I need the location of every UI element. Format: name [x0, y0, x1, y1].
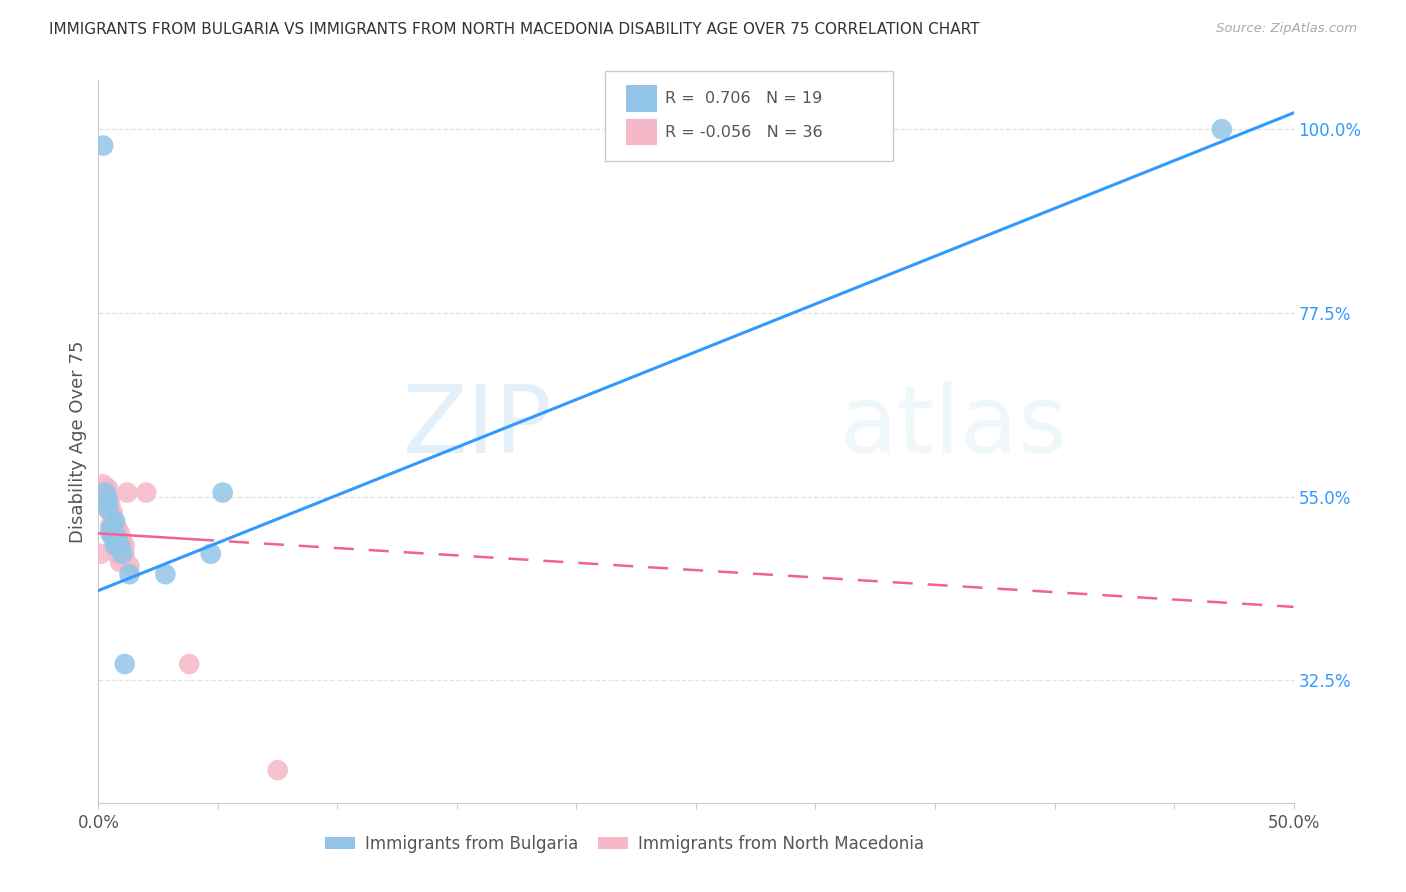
Text: ZIP: ZIP [404, 381, 553, 473]
Point [108, 555, 131, 569]
Point [267, 763, 290, 777]
Point [98, 498, 122, 512]
Point [111, 539, 134, 553]
Point [118, 559, 141, 574]
Point [101, 506, 124, 520]
Point [107, 531, 129, 545]
Point [97, 502, 120, 516]
Point [179, 657, 201, 671]
Point [97, 482, 120, 496]
Point [200, 547, 222, 561]
Point [111, 547, 134, 561]
Point [98, 522, 122, 536]
Point [94, 485, 117, 500]
Point [114, 539, 136, 553]
Point [91, 477, 114, 491]
Y-axis label: Disability Age Over 75: Disability Age Over 75 [69, 340, 87, 543]
Text: IMMIGRANTS FROM BULGARIA VS IMMIGRANTS FROM NORTH MACEDONIA DISABILITY AGE OVER : IMMIGRANTS FROM BULGARIA VS IMMIGRANTS F… [49, 22, 980, 37]
Point [155, 567, 177, 582]
Point [104, 522, 127, 536]
Point [97, 502, 120, 516]
Text: R = -0.056   N = 36: R = -0.056 N = 36 [665, 125, 823, 139]
Point [108, 526, 131, 541]
Text: Source: ZipAtlas.com: Source: ZipAtlas.com [1216, 22, 1357, 36]
Point [101, 518, 124, 533]
Point [107, 547, 129, 561]
Point [118, 567, 141, 582]
Point [94, 485, 117, 500]
Point [135, 485, 157, 500]
Point [108, 534, 131, 549]
Point [1211, 122, 1233, 136]
Point [101, 526, 124, 541]
Point [97, 490, 120, 504]
Point [98, 526, 122, 541]
Legend: Immigrants from Bulgaria, Immigrants from North Macedonia: Immigrants from Bulgaria, Immigrants fro… [318, 828, 931, 860]
Point [97, 493, 120, 508]
Point [111, 534, 134, 549]
Point [90, 547, 112, 561]
Point [104, 518, 127, 533]
Point [211, 485, 233, 500]
Point [94, 493, 117, 508]
Point [115, 485, 138, 500]
Point [107, 522, 129, 536]
Point [101, 518, 124, 533]
Point [104, 514, 127, 528]
Point [107, 539, 129, 553]
Point [108, 547, 131, 561]
Text: R =  0.706   N = 19: R = 0.706 N = 19 [665, 91, 823, 105]
Point [91, 138, 114, 153]
Point [107, 531, 129, 545]
Point [114, 547, 136, 561]
Point [104, 531, 127, 545]
Point [91, 498, 114, 512]
Point [104, 539, 127, 553]
Point [114, 657, 136, 671]
Point [111, 547, 134, 561]
Point [101, 531, 124, 545]
Point [104, 539, 127, 553]
Point [108, 539, 131, 553]
Text: atlas: atlas [839, 381, 1067, 473]
Point [98, 518, 122, 533]
Point [98, 506, 122, 520]
